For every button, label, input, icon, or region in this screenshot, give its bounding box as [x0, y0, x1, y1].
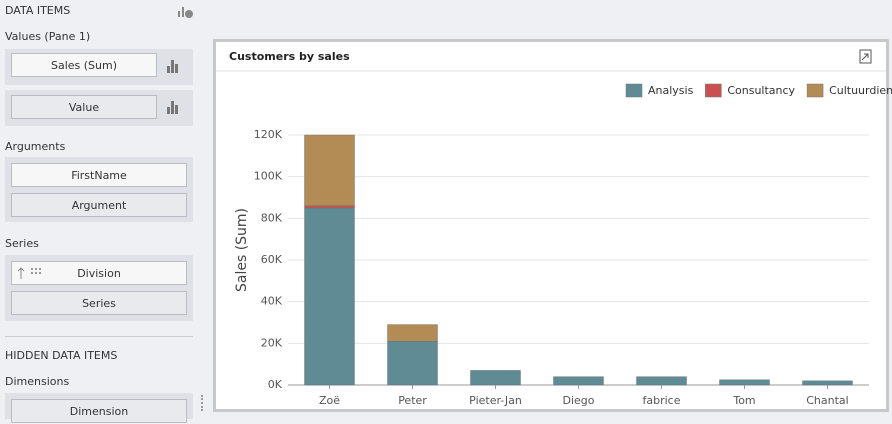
x-tick-label: Pieter-Jan — [469, 394, 522, 407]
sort-icon[interactable] — [17, 266, 45, 280]
y-tick-label: 0K — [268, 378, 283, 391]
bar-segment — [387, 324, 438, 342]
item-button[interactable]: Series — [11, 291, 187, 315]
x-tick-label: Diego — [562, 394, 594, 407]
bar-segment — [304, 134, 355, 207]
bar-segment — [802, 380, 853, 386]
y-tick-label: 80K — [261, 211, 283, 224]
y-tick-label: 120K — [254, 128, 283, 141]
section-label: Values (Pane 1) — [5, 30, 91, 43]
x-tick-label: Chantal — [806, 394, 848, 407]
item-button[interactable]: Argument — [11, 193, 187, 217]
item-button[interactable]: Value — [11, 95, 157, 119]
legend-swatch — [625, 83, 643, 98]
item-button[interactable]: Sales (Sum) — [11, 53, 157, 77]
legend-label: Consultancy — [727, 84, 795, 97]
y-tick-label: 20K — [261, 336, 283, 349]
separator — [5, 336, 193, 337]
group: Value — [5, 90, 193, 126]
bar-icon[interactable] — [166, 99, 180, 115]
export-icon[interactable] — [859, 49, 872, 64]
y-tick-label: 40K — [261, 295, 283, 308]
bar-segment — [636, 376, 687, 386]
x-tick-label: Peter — [398, 394, 427, 407]
legend-label: Analysis — [648, 84, 694, 97]
y-tick-label: 100K — [254, 170, 283, 183]
bar-segment — [470, 370, 521, 386]
bar-segment — [387, 341, 438, 386]
add-icon[interactable] — [176, 3, 194, 19]
legend-swatch — [806, 83, 824, 98]
x-tick-label: Zoë — [319, 394, 340, 407]
bar-segment — [304, 207, 355, 386]
bar-segment — [553, 376, 604, 386]
x-tick-label: Tom — [732, 394, 755, 407]
bar-icon[interactable] — [166, 58, 180, 74]
x-tick-label: fabrice — [643, 394, 681, 407]
splitter[interactable] — [201, 395, 205, 411]
section-label: Dimensions — [5, 375, 70, 388]
bar-segment — [304, 205, 355, 209]
section-label: Arguments — [5, 140, 66, 153]
legend-label: Cultuurdienst — [829, 84, 892, 97]
y-axis-title: Sales (Sum) — [234, 208, 250, 292]
legend-swatch — [705, 83, 722, 98]
panel-title: DATA ITEMS — [5, 4, 71, 17]
bar-segment — [719, 379, 770, 386]
item-button[interactable]: FirstName — [11, 163, 187, 187]
section-label: Series — [5, 237, 39, 250]
y-tick-label: 60K — [261, 253, 283, 266]
group: Sales (Sum) — [5, 49, 193, 85]
chart-title: Customers by sales — [229, 50, 350, 63]
section-title: HIDDEN DATA ITEMS — [5, 349, 118, 362]
group: FirstName Argument — [5, 157, 193, 222]
